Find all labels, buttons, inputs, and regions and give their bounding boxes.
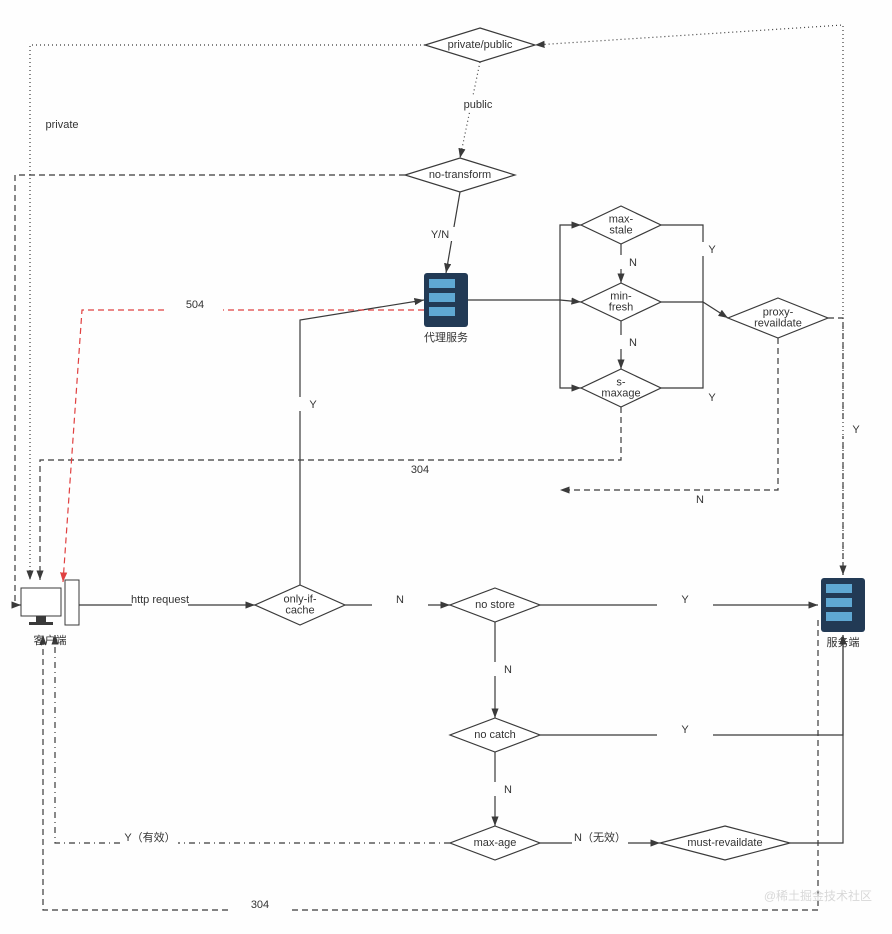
edge-srv-304 [43,620,818,910]
edge-cluster-mid [560,300,581,302]
client-caption: 客户端 [34,633,67,647]
diamond-label-only_if_cache: cache [285,604,314,616]
edge-504 [63,310,424,582]
server-rack [826,612,852,621]
edge-nt-left [15,175,405,605]
edge-proxyrev-Y [828,318,843,575]
edge-label-proxyrev-N: N [696,494,704,506]
edge-smax-304 [40,407,621,580]
client-base [29,622,53,625]
edge-smax-Y [661,302,728,388]
server-caption-proxy: 代理服务 [424,331,468,344]
diamond-label-min_fresh: fresh [609,301,633,313]
edge-label-pp-nt: public [464,99,493,111]
edge-proxy-cluster [468,225,581,300]
diamond-label-no_store: no store [475,599,515,611]
client-stand [36,616,46,622]
diamond-label-no_transform: no-transform [429,169,491,181]
edge-label-nocatch-N: N [504,784,512,796]
watermark: @稀土掘金技术社区 [764,888,872,903]
edge-maxage-Y [55,635,450,843]
edge-cluster-down [560,300,581,388]
edge-label-maxstale-min: N [629,257,637,269]
edge-label-smax-304: 304 [411,464,429,476]
server-rack [826,584,852,593]
edge-mustrev-srv [790,635,843,843]
edge-label-maxstale-Y: Y [708,244,716,256]
client-monitor [21,588,61,616]
edge-label-nostore-N: N [504,664,512,676]
edge-label-smax-Y: Y [708,392,716,404]
edge-label-proxyrev-Y: Y [852,424,860,436]
edge-label-nostore-Y: Y [681,594,689,606]
client-tower [65,580,79,625]
server-rack [429,307,455,316]
edge-label-504: 504 [186,299,204,311]
edge-label-nocatch-Y: Y [681,724,689,736]
flowchart-canvas: public private Y/N N N Y Y N 304 Yhttp request N Y Y… [0,0,892,934]
edge-proxyrev-N [560,338,778,490]
diamond-label-proxy_revalidate: revaildate [754,317,802,329]
server-rack [826,598,852,607]
server-rack [429,293,455,302]
diamond-label-max_age: max-age [474,837,517,849]
diamond-label-no_catch: no catch [474,729,516,741]
diamond-label-s_maxage: maxage [601,387,640,399]
edge-oic-Y [300,300,424,585]
edge-label-nt-proxy: Y/N [431,229,449,241]
edge-maxstale-Y [661,225,703,302]
edge-label-oic-Y: Y [309,399,317,411]
diamond-label-must_revalidate: must-revaildate [687,837,762,849]
edge-label-client-oic: http request [131,594,189,606]
server-caption-server: 服务端 [827,636,860,649]
diamond-label-max_stale: stale [609,224,632,236]
edge-label-maxage-N: N（无效） [574,830,626,844]
edge-label-min-smax: N [629,337,637,349]
server-rack [429,279,455,288]
edge-nocatch-Y [540,635,843,735]
edge-label-oic-nostore: N [396,594,404,606]
edge-label-srv-304: 304 [251,899,269,911]
diamond-label-private_public: private/public [448,39,513,51]
edge-label-pp-priv: private [45,119,78,131]
edge-label-maxage-Y: Y（有效） [124,830,175,844]
